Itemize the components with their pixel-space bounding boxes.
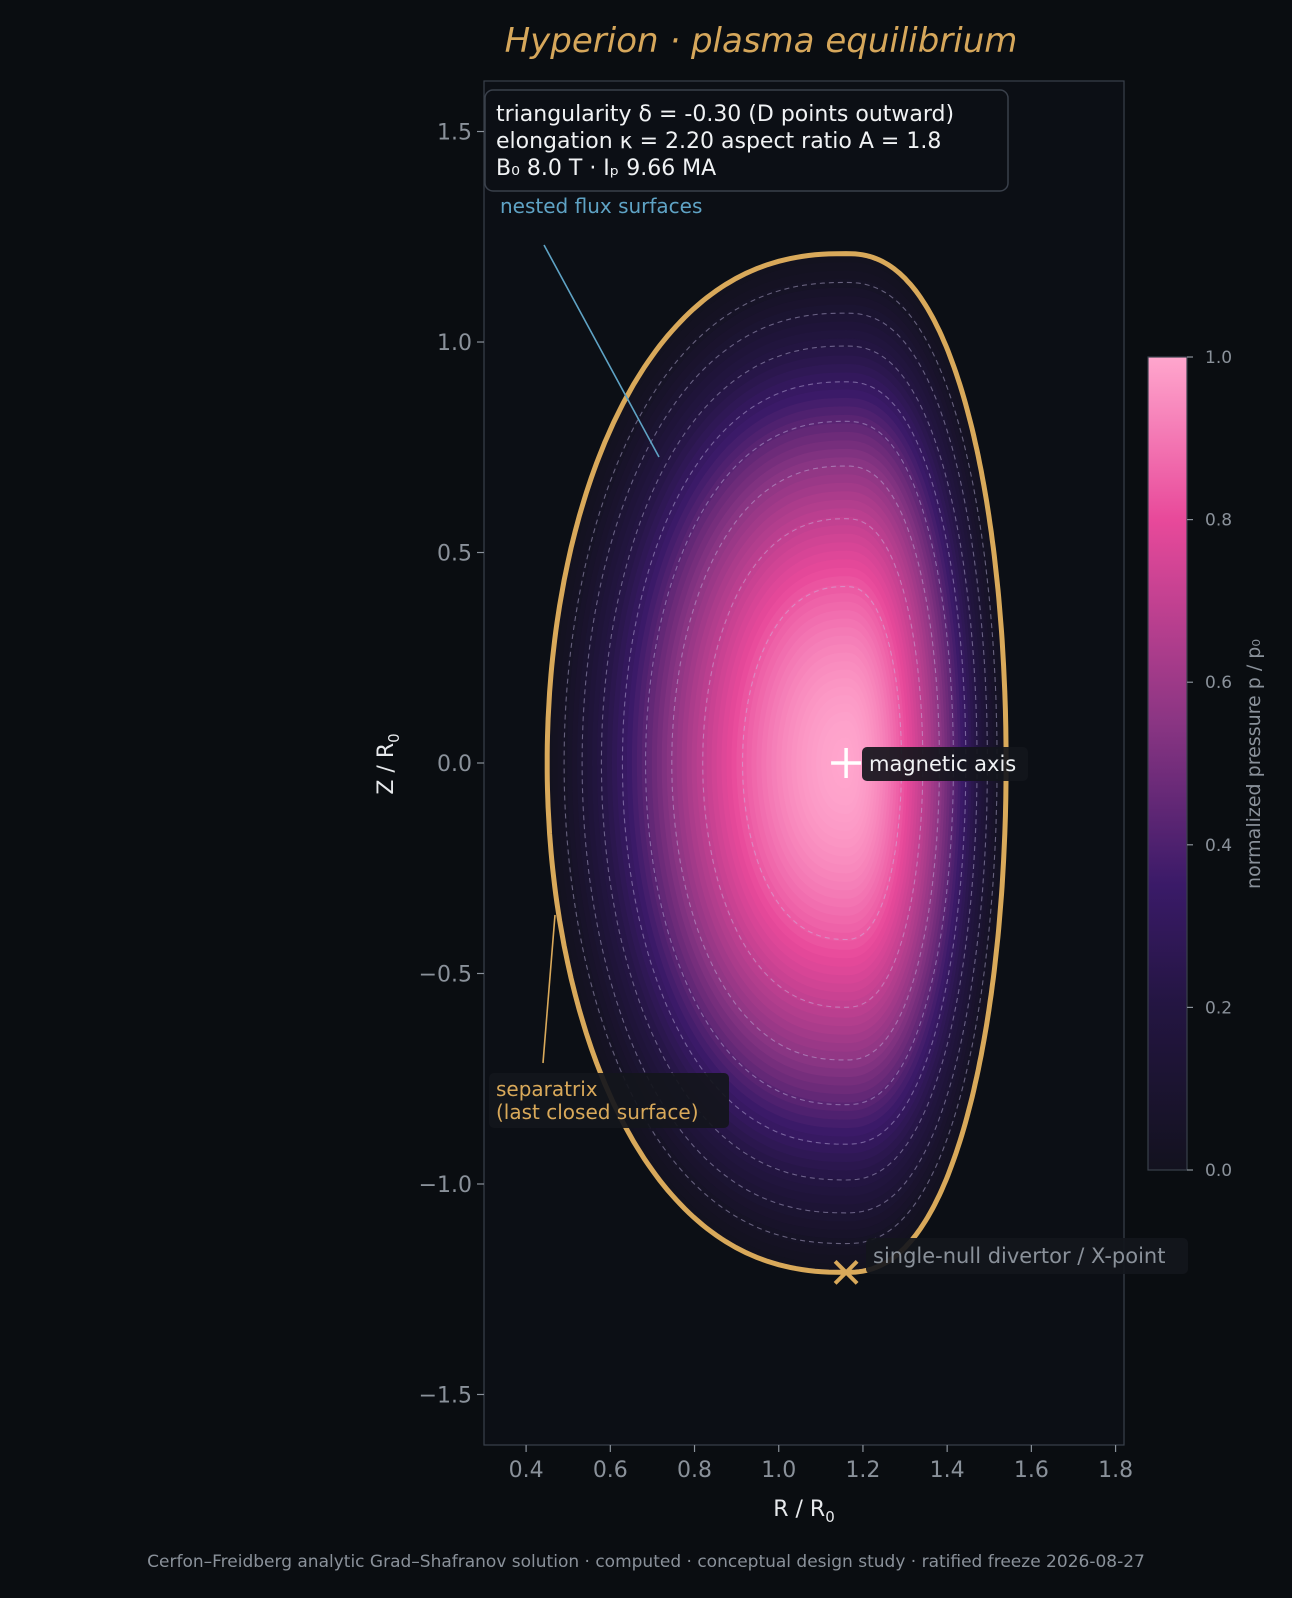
flux-surface <box>600 345 978 1181</box>
magnetic-axis-marker <box>831 748 862 778</box>
y-tick-label: −1.5 <box>419 1383 472 1408</box>
chart-title: Hyperion · plasma equilibrium <box>505 21 1018 61</box>
y-tick-label: 1.5 <box>437 121 472 146</box>
flux-surface <box>581 312 988 1214</box>
y-tick-label: 0.0 <box>437 752 472 777</box>
x-tick-label: 0.6 <box>593 1458 628 1483</box>
colorbar-tick-label: 0.4 <box>1205 836 1232 856</box>
colorbar-tick-label: 1.0 <box>1205 348 1232 368</box>
colorbar-tick-label: 0.6 <box>1205 673 1232 693</box>
y-axis-ticks: 1.5 1.0 0.5 0.0 −0.5 −1.0 −1.5 <box>419 121 484 1408</box>
colorbar-tick-label: 0.8 <box>1205 511 1232 531</box>
elongation-text: elongation κ = 2.20 aspect ratio A = 1.8 <box>496 129 941 154</box>
y-tick-label: −1.0 <box>419 1173 472 1198</box>
x-axis-label: R / R0 <box>773 1497 835 1526</box>
colorbar-tick-label: 0.2 <box>1205 998 1232 1018</box>
flux-surface <box>645 420 954 1106</box>
separatrix-label: separatrix <box>496 1077 598 1101</box>
y-tick-label: 1.0 <box>437 331 472 356</box>
x-tick-label: 1.8 <box>1098 1458 1133 1483</box>
separatrix-label-sub: (last closed surface) <box>496 1100 699 1124</box>
parameters-box <box>484 89 1009 192</box>
flux-surface-contours <box>563 281 998 1245</box>
footer-note: Cerfon–Freidberg analytic Grad–Shafranov… <box>147 1552 1145 1572</box>
x-point-label-box <box>866 1238 1188 1274</box>
x-axis-ticks: 0.4 0.6 0.8 1.0 1.2 1.4 1.6 1.8 <box>509 1445 1133 1483</box>
pressure-heatmap <box>547 253 1007 1273</box>
colorbar-label: normalized pressure p / p₀ <box>1243 639 1265 889</box>
triangularity-text: triangularity δ = -0.30 (D points outwar… <box>496 102 954 127</box>
x-tick-label: 1.2 <box>845 1458 880 1483</box>
colorbar-ticks: 0.0 0.2 0.4 0.6 0.8 1.0 <box>1187 348 1232 1181</box>
x-tick-label: 0.8 <box>677 1458 712 1483</box>
flux-surface <box>671 465 940 1061</box>
flux-surface <box>702 518 924 1008</box>
x-tick-label: 1.0 <box>761 1458 796 1483</box>
y-tick-label: 0.5 <box>437 542 472 567</box>
x-point-label: single-null divertor / X-point <box>873 1244 1165 1268</box>
separatrix-curve <box>544 251 1009 1275</box>
x-point-marker <box>833 1259 859 1285</box>
separatrix-label-box <box>489 1073 729 1128</box>
separatrix-pointer <box>542 914 556 1064</box>
flux-surfaces-label: nested flux surfaces <box>500 194 702 218</box>
field-current-text: B₀ 8.0 T · Iₚ 9.66 MA <box>496 156 716 181</box>
magnetic-axis-label: magnetic axis <box>869 752 1016 776</box>
flux-surface <box>621 381 967 1145</box>
flux-surface <box>563 281 998 1245</box>
y-tick-label: −0.5 <box>419 962 472 987</box>
flux-surface <box>741 585 903 941</box>
x-tick-label: 0.4 <box>509 1458 544 1483</box>
x-tick-label: 1.6 <box>1014 1458 1049 1483</box>
colorbar <box>1147 356 1188 1171</box>
flux-surfaces-pointer <box>543 244 660 458</box>
colorbar-tick-label: 0.0 <box>1205 1161 1232 1181</box>
magnetic-axis-label-box <box>862 747 1028 781</box>
y-axis-label: Z / R0 <box>374 733 403 794</box>
x-tick-label: 1.4 <box>930 1458 965 1483</box>
